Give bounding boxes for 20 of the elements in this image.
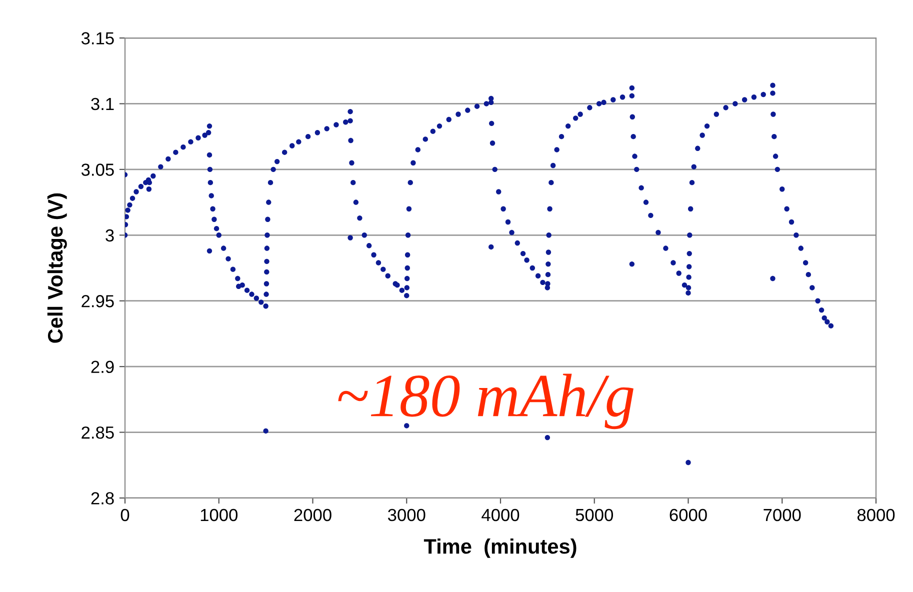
x-tick-label: 1000: [200, 508, 238, 522]
y-tick-label: 3.05: [81, 164, 114, 176]
x-tick-label: 4000: [482, 508, 520, 522]
x-tick-label: 6000: [670, 508, 707, 522]
y-tick-label: 2.9: [91, 360, 114, 374]
y-tick-label: 2.85: [82, 426, 114, 439]
x-tick-label: 5000: [576, 508, 614, 522]
annotation: ~180 mAh/g: [338, 374, 634, 430]
x-tick-label: 8000: [857, 508, 895, 522]
x-tick-label: 2000: [294, 508, 332, 522]
y-tick-label: 2.95: [82, 295, 114, 308]
y-tick-label: 3.15: [81, 32, 114, 44]
x-axis-title: Time (minutes): [424, 538, 576, 558]
x-tick-label: 0: [120, 508, 130, 522]
y-axis-title: Cell Voltage (V): [47, 193, 67, 343]
y-tick-label: 2.8: [91, 492, 114, 504]
y-tick-label: 3: [106, 229, 114, 242]
x-tick-label: 3000: [388, 508, 426, 522]
y-tick-label: 3.1: [91, 98, 114, 110]
x-tick-label: 7000: [764, 508, 801, 522]
